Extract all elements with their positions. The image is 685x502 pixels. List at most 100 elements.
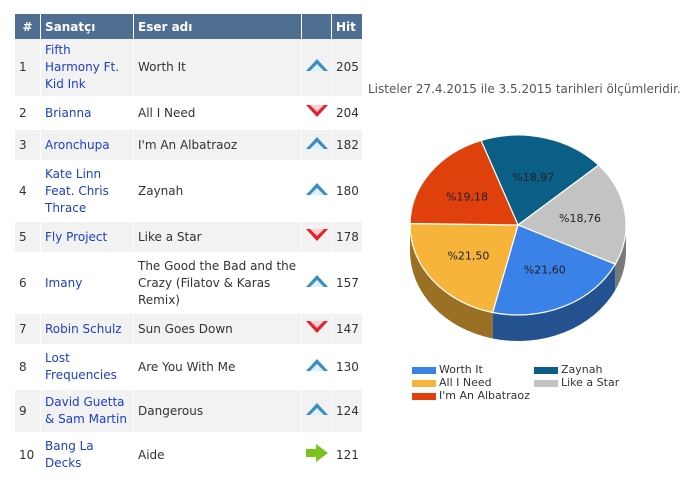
header-trend <box>302 14 332 39</box>
trend-up-icon <box>305 402 328 415</box>
hit-count: 147 <box>332 314 362 346</box>
trend-down-icon <box>305 228 328 241</box>
pie-side-worth-it <box>492 264 616 341</box>
artist-link[interactable]: Imany <box>41 254 134 314</box>
trend-up-icon <box>305 136 328 149</box>
hit-count: 205 <box>332 39 362 98</box>
trend-cell <box>302 434 332 478</box>
rank-cell: 1 <box>15 39 41 98</box>
trend-cell <box>302 390 332 434</box>
trend-cell <box>302 98 332 130</box>
artist-link[interactable]: Brianna <box>41 98 134 130</box>
trend-up-icon <box>305 274 328 287</box>
legend-label: Zaynah <box>561 363 603 376</box>
song-title: Dangerous <box>134 390 302 434</box>
rank-cell: 6 <box>15 254 41 314</box>
legend-swatch <box>534 379 558 387</box>
trend-cell <box>302 346 332 390</box>
artist-link[interactable]: David Guetta & Sam Martin <box>41 390 134 434</box>
hit-chart-table: # Sanatçı Eser adı Hit 1 Fifth Harmony F… <box>15 14 362 478</box>
song-title: Worth It <box>134 39 302 98</box>
artist-link[interactable]: Fly Project <box>41 222 134 254</box>
rank-cell: 4 <box>15 162 41 222</box>
artist-link[interactable]: Robin Schulz <box>41 314 134 346</box>
table-row: 8 Lost Frequencies Are You With Me 130 <box>15 346 362 390</box>
hit-count: 124 <box>332 390 362 434</box>
legend-swatch <box>412 379 436 387</box>
table-row: 7 Robin Schulz Sun Goes Down 147 <box>15 314 362 346</box>
pie-side-all-i-need <box>410 225 493 339</box>
song-title: Sun Goes Down <box>134 314 302 346</box>
table-row: 1 Fifth Harmony Ft. Kid Ink Worth It 205 <box>15 39 362 98</box>
legend-swatch <box>412 366 436 374</box>
song-title: Aide <box>134 434 302 478</box>
legend-label: All I Need <box>439 376 492 389</box>
rank-cell: 5 <box>15 222 41 254</box>
pie-slice-zaynah <box>480 134 600 226</box>
artist-link[interactable]: Lost Frequencies <box>41 346 134 390</box>
legend-swatch <box>534 366 558 374</box>
pie-slice-label: %18,76 <box>559 212 601 225</box>
header-hit: Hit <box>332 14 362 39</box>
trend-cell <box>302 314 332 346</box>
trend-cell <box>302 162 332 222</box>
trend-cell <box>302 130 332 162</box>
pie-side-walls <box>410 225 626 341</box>
table-row: 4 Kate Linn Feat. Chris Thrace Zaynah 18… <box>15 162 362 222</box>
hit-count: 180 <box>332 162 362 222</box>
legend-item: I'm An Albatraoz <box>412 389 530 402</box>
trend-cell <box>302 254 332 314</box>
table-row: 5 Fly Project Like a Star 178 <box>15 222 362 254</box>
table-header-row: # Sanatçı Eser adı Hit <box>15 14 362 39</box>
legend-label: I'm An Albatraoz <box>439 389 530 402</box>
song-title: I'm An Albatraoz <box>134 130 302 162</box>
table-row: 9 David Guetta & Sam Martin Dangerous 12… <box>15 390 362 434</box>
trend-right-arrow-icon <box>305 443 328 462</box>
hit-count: 178 <box>332 222 362 254</box>
pie-slice-label: %21,60 <box>524 264 566 277</box>
pie-slice-all-i-need <box>409 222 519 314</box>
trend-up-icon <box>305 59 328 71</box>
legend-item: Zaynah <box>534 363 602 376</box>
pie-slice-label: %19,18 <box>446 190 488 203</box>
pie-slice-worth-it <box>491 224 617 316</box>
rank-cell: 2 <box>15 98 41 130</box>
rank-cell: 7 <box>15 314 41 346</box>
header-artist: Sanatçı <box>41 14 134 39</box>
hit-count: 182 <box>332 130 362 162</box>
hit-count: 130 <box>332 346 362 390</box>
legend-item: Worth It <box>412 363 483 376</box>
pie-slice-i-m-an-albatraoz <box>409 139 519 226</box>
rank-cell: 3 <box>15 130 41 162</box>
rank-cell: 8 <box>15 346 41 390</box>
artist-link[interactable]: Kate Linn Feat. Chris Thrace <box>41 162 134 222</box>
rank-cell: 10 <box>15 434 41 478</box>
song-title: Like a Star <box>134 222 302 254</box>
rank-cell: 9 <box>15 390 41 434</box>
trend-up-icon <box>305 182 328 195</box>
table-row: 3 Aronchupa I'm An Albatraoz 182 <box>15 130 362 162</box>
trend-cell <box>302 39 332 98</box>
table-row: 6 Imany The Good the Bad and the Crazy (… <box>15 254 362 314</box>
artist-link[interactable]: Aronchupa <box>41 130 134 162</box>
pie-chart: %18,97 %18,76 %21,60 %21,50 %19,18 <box>409 134 627 341</box>
legend-item: Like a Star <box>534 376 619 389</box>
pie-slice-label: %18,97 <box>512 171 554 184</box>
song-title: Zaynah <box>134 162 302 222</box>
hit-count: 204 <box>332 98 362 130</box>
table-row: 10 Bang La Decks Aide 121 <box>15 434 362 478</box>
hit-count: 157 <box>332 254 362 314</box>
pie-side-like-a-star <box>615 225 626 291</box>
artist-link[interactable]: Fifth Harmony Ft. Kid Ink <box>41 39 134 98</box>
trend-up-icon <box>305 358 328 371</box>
trend-cell <box>302 222 332 254</box>
trend-down-icon <box>305 320 328 333</box>
song-title: Are You With Me <box>134 346 302 390</box>
legend-label: Worth It <box>439 363 483 376</box>
song-title: All I Need <box>134 98 302 130</box>
pie-slice-like-a-star <box>516 164 627 265</box>
pie-slice-label: %21,50 <box>447 249 489 262</box>
trend-down-icon <box>305 104 328 117</box>
table-row: 2 Brianna All I Need 204 <box>15 98 362 130</box>
artist-link[interactable]: Bang La Decks <box>41 434 134 478</box>
